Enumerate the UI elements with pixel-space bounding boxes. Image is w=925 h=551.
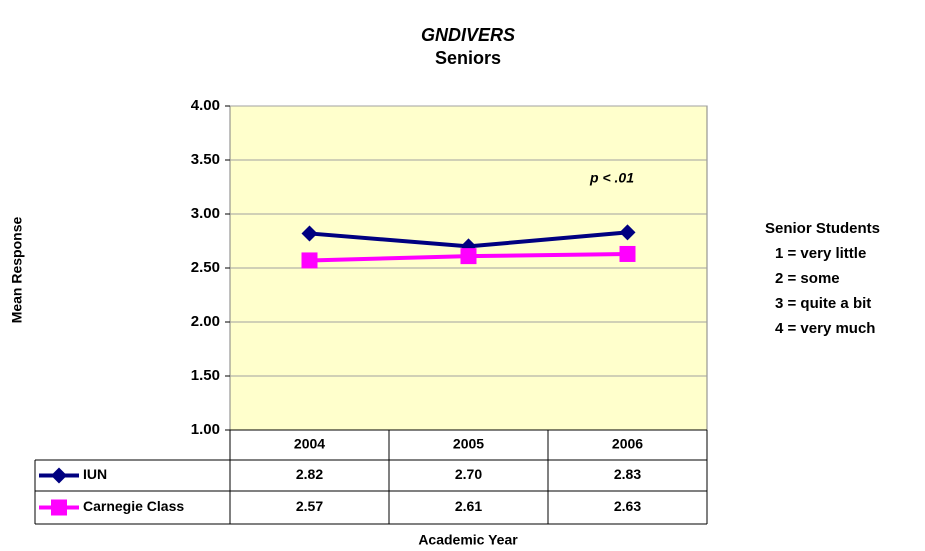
marker: [301, 252, 318, 269]
y-axis-label: Mean Response: [9, 216, 25, 323]
y-tick-label: 4.00: [191, 97, 220, 114]
data-label: 2.82: [296, 466, 323, 482]
note-line: 4 = very much: [775, 320, 875, 337]
data-label: 2.83: [614, 466, 641, 482]
x-axis-label: Academic Year: [418, 532, 518, 548]
chart-title: GNDIVERS: [421, 25, 515, 45]
data-label: 2.63: [614, 498, 641, 514]
legend-marker: [51, 499, 67, 516]
chart-subtitle: Seniors: [435, 48, 501, 68]
data-label: 2.57: [296, 498, 323, 514]
y-tick-label: 3.00: [191, 205, 220, 222]
x-tick-label: 2004: [294, 436, 325, 452]
y-tick-label: 2.50: [191, 259, 220, 276]
note-title: Senior Students: [765, 220, 880, 237]
annotation: p < .01: [589, 170, 634, 186]
y-tick-label: 2.00: [191, 313, 220, 330]
y-tick-label: 1.00: [191, 421, 220, 438]
note-line: 2 = some: [775, 270, 840, 287]
y-tick-label: 1.50: [191, 367, 220, 384]
legend-marker: [51, 467, 67, 484]
x-tick-label: 2005: [453, 436, 484, 452]
legend-label: Carnegie Class: [83, 498, 184, 514]
marker: [619, 245, 636, 262]
data-label: 2.70: [455, 466, 482, 482]
y-tick-label: 3.50: [191, 151, 220, 168]
marker: [460, 248, 477, 265]
marker: [301, 225, 318, 242]
note-line: 1 = very little: [775, 245, 866, 262]
data-label: 2.61: [455, 498, 482, 514]
marker: [619, 224, 636, 241]
legend-label: IUN: [83, 466, 107, 482]
note-line: 3 = quite a bit: [775, 295, 871, 312]
x-tick-label: 2006: [612, 436, 643, 452]
